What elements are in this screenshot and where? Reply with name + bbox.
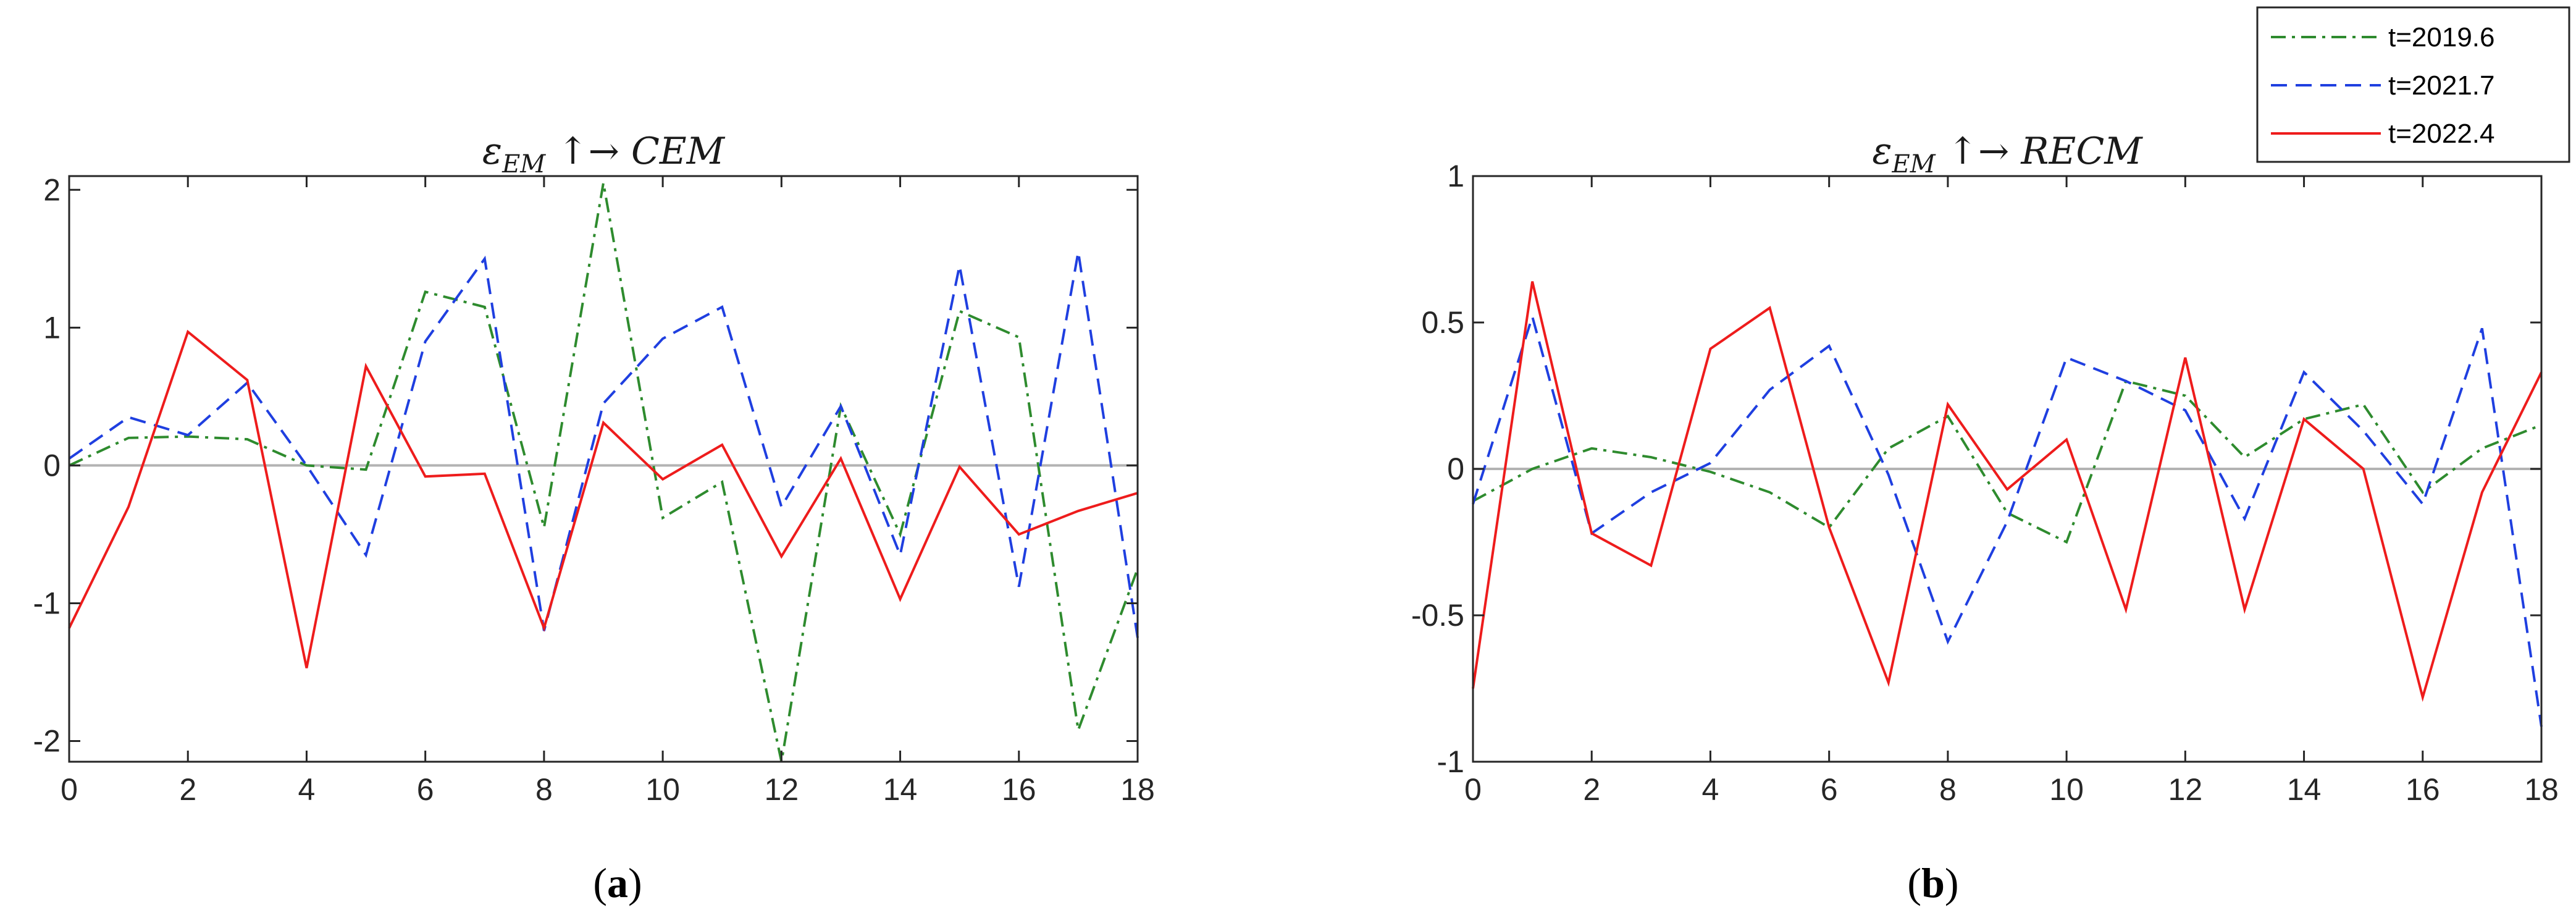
x-tick-label: 4 xyxy=(298,772,316,807)
x-tick-label: 2 xyxy=(1583,772,1600,807)
x-tick-label: 0 xyxy=(1464,772,1482,807)
x-tick-label: 18 xyxy=(1120,772,1155,807)
series-line-t=2019.6 xyxy=(69,182,1139,762)
panel-caption-a: (a) xyxy=(593,859,642,906)
x-tick-label: 12 xyxy=(2168,772,2203,807)
axes-box xyxy=(68,175,1139,763)
series-line-t=2019.6 xyxy=(1472,379,2542,544)
y-tick-label: 1 xyxy=(1447,159,1464,193)
y-tick-label: 0 xyxy=(43,448,61,482)
x-tick-label: 16 xyxy=(1002,772,1036,807)
panel-captions: (a) (b) xyxy=(593,859,1958,906)
y-tick-label: 0 xyxy=(1447,452,1464,486)
x-tick-label: 2 xyxy=(179,772,196,807)
legend-label: t=2019.6 xyxy=(2388,22,2495,53)
legend-label: t=2022.4 xyxy=(2388,119,2495,149)
series-line-t=2021.7 xyxy=(1472,312,2543,727)
series-line-t=2021.7 xyxy=(68,251,1139,638)
series-line-t=2022.4 xyxy=(1472,281,2543,702)
x-tick-label: 14 xyxy=(883,772,918,807)
x-tick-label: 4 xyxy=(1702,772,1719,807)
y-tick-label: 1 xyxy=(43,310,61,345)
y-tick-label: -0.5 xyxy=(1411,598,1464,633)
x-tick-label: 8 xyxy=(535,772,553,807)
chart-title: εEM ↑→ CEM xyxy=(482,130,726,179)
x-tick-label: 10 xyxy=(2049,772,2084,807)
x-tick-label: 18 xyxy=(2524,772,2559,807)
x-tick-label: 14 xyxy=(2287,772,2322,807)
x-tick-label: 0 xyxy=(61,772,78,807)
series-line-t=2022.4 xyxy=(68,329,1138,668)
y-tick-label: -1 xyxy=(1437,744,1464,779)
y-tick-label: -1 xyxy=(33,586,61,620)
x-tick-label: 10 xyxy=(645,772,680,807)
panel-b: 0 2 4 6 8 10 12 14 16 18 -1 -0.5 0 0.5 1 εEM ↑→ RECM xyxy=(1411,130,2559,807)
x-tick-label: 6 xyxy=(1821,772,1838,807)
x-tick-label: 6 xyxy=(417,772,434,807)
panel-caption-b: (b) xyxy=(1907,859,1958,906)
y-tick-label: 0.5 xyxy=(1421,305,1464,340)
x-tick-label: 16 xyxy=(2406,772,2440,807)
x-tick-label: 8 xyxy=(1939,772,1957,807)
y-tick-label: -2 xyxy=(33,724,61,759)
chart-title: εEM ↑→ RECM xyxy=(1872,130,2143,179)
x-tick-label: 12 xyxy=(765,772,799,807)
legend-label: t=2021.7 xyxy=(2388,70,2495,101)
y-tick-label: 2 xyxy=(43,172,61,207)
legend: t=2019.6 t=2021.7 t=2022.4 xyxy=(2256,6,2570,163)
